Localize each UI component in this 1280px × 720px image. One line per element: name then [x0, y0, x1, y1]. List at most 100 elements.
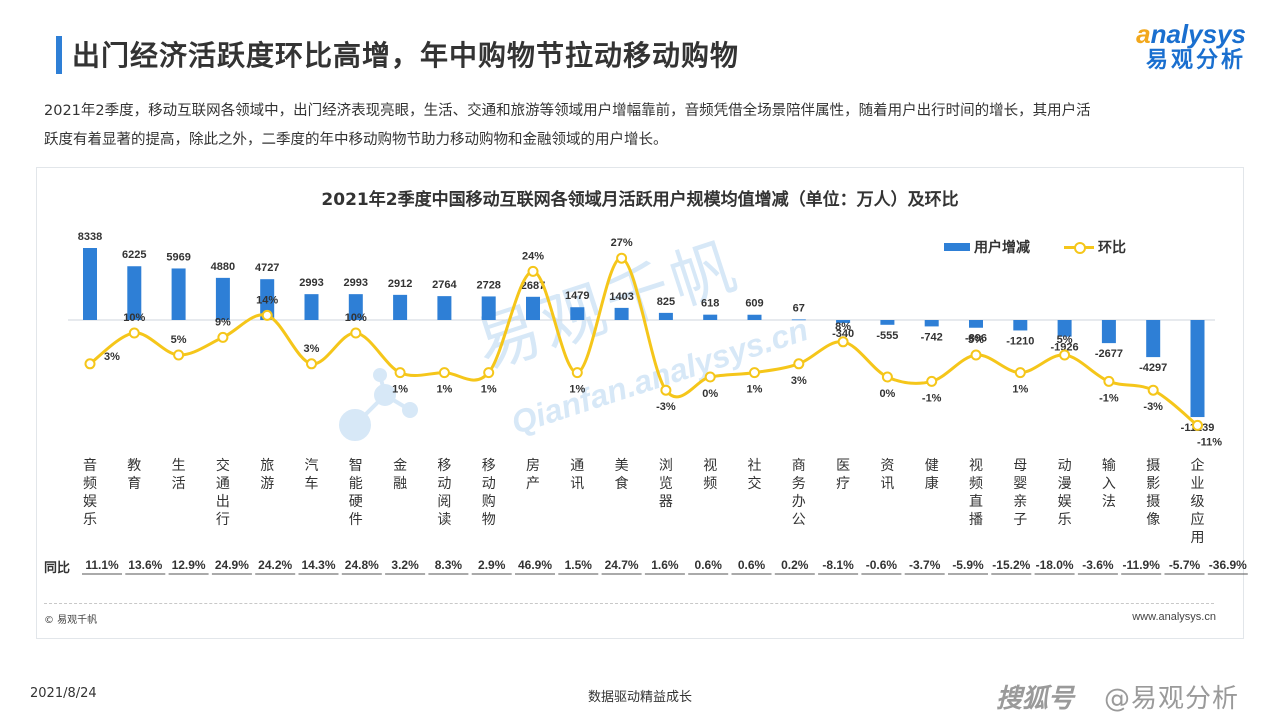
bar-7	[393, 294, 408, 320]
line-value-label-14: 0%	[702, 388, 718, 400]
category-label-19: 健康	[925, 458, 939, 492]
bar-1	[127, 266, 142, 320]
yoy-value-15: 0.6%	[738, 558, 766, 572]
bar-13	[658, 312, 673, 320]
line-point-3	[217, 331, 229, 343]
category-label-18: 资讯	[880, 458, 894, 492]
title-accent-bar	[56, 36, 62, 74]
yoy-value-25: -5.7%	[1169, 558, 1201, 572]
category-label-13: 浏览器	[659, 458, 673, 510]
yoy-value-2: 12.9%	[172, 558, 206, 572]
category-label-25: 企业级应用	[1191, 457, 1205, 546]
bar-value-label-9: 2728	[476, 279, 500, 291]
bar-value-label-0: 8338	[78, 231, 102, 243]
bar-value-label-11: 1479	[565, 290, 589, 302]
yoy-value-1: 13.6%	[128, 558, 162, 572]
line-value-label-4: 14%	[256, 294, 278, 306]
source-note: © 易观千帆	[44, 615, 98, 626]
line-value-label-18: 0%	[879, 388, 895, 400]
bar-value-label-24: -4297	[1139, 362, 1167, 374]
bar-value-label-14: 618	[701, 298, 719, 310]
category-label-15: 社交	[748, 458, 762, 492]
yoy-row-label: 同比	[44, 561, 71, 576]
category-label-4: 旅游	[260, 458, 274, 492]
bar-value-label-6: 2993	[344, 277, 368, 289]
line-point-2	[173, 349, 185, 361]
line-point-21	[1014, 367, 1026, 379]
category-label-12: 美食	[615, 458, 629, 492]
category-label-14: 视频	[703, 458, 717, 492]
legend-bar-swatch	[944, 243, 970, 251]
line-value-label-5: 3%	[304, 343, 320, 355]
line-value-label-3: 9%	[215, 316, 231, 328]
bar-17	[836, 320, 851, 323]
yoy-value-9: 2.9%	[478, 558, 506, 572]
chart-legend: 用户增减 环比	[944, 237, 1126, 257]
bar-value-label-4: 4727	[255, 262, 279, 274]
line-value-label-13: -3%	[656, 401, 676, 413]
line-point-25	[1192, 419, 1203, 431]
report-date: 2021/8/24	[30, 686, 97, 701]
line-point-4	[261, 309, 273, 321]
bar-value-label-19: -742	[921, 331, 943, 343]
yoy-value-13: 1.6%	[651, 558, 679, 572]
bar-16	[791, 319, 806, 321]
yoy-value-22: -18.0%	[1036, 558, 1074, 572]
yoy-value-4: 24.2%	[258, 558, 292, 572]
category-label-23: 输入法	[1102, 458, 1116, 510]
bar-23	[1101, 320, 1116, 344]
logo-en-prefix: a	[1136, 19, 1151, 49]
category-label-21: 母婴亲子	[1013, 458, 1027, 528]
line-point-6	[350, 327, 362, 339]
line-point-10	[527, 265, 539, 277]
line-value-label-10: 24%	[522, 250, 544, 262]
category-label-0: 音频娱乐	[83, 457, 97, 528]
line-value-label-25: -11%	[1197, 436, 1222, 448]
line-point-12	[616, 252, 628, 264]
bar-6	[348, 294, 363, 320]
line-value-label-15: 1%	[747, 384, 763, 396]
bar-3	[215, 277, 230, 320]
yoy-value-17: -8.1%	[822, 558, 854, 572]
line-value-label-17: 8%	[835, 321, 851, 333]
category-label-24: 摄影摄像	[1146, 458, 1160, 528]
category-label-17: 医疗	[836, 458, 850, 492]
line-value-label-8: 1%	[436, 384, 452, 396]
line-value-label-19: -1%	[922, 392, 942, 404]
bar-value-label-3: 4880	[211, 261, 235, 273]
category-label-20: 视频直播	[969, 458, 983, 528]
bar-12	[614, 307, 629, 320]
line-value-label-7: 1%	[392, 384, 408, 396]
yoy-value-5: 14.3%	[301, 558, 335, 572]
footer-divider	[44, 603, 1214, 604]
category-label-5: 汽车	[305, 458, 319, 492]
bar-15	[747, 314, 762, 320]
category-label-7: 金融	[393, 458, 407, 492]
category-label-22: 动漫娱乐	[1058, 458, 1072, 528]
yoy-value-16: 0.2%	[781, 558, 809, 572]
yoy-value-12: 24.7%	[605, 558, 639, 572]
bar-9	[481, 296, 496, 320]
bar-20	[969, 320, 983, 328]
line-point-22	[1059, 349, 1071, 361]
page-title: 出门经济活跃度环比高增，年中购物节拉动移动购物	[72, 39, 740, 72]
bar-18	[880, 320, 895, 325]
yoy-value-21: -15.2%	[992, 558, 1030, 572]
analysys-logo: analysys 易观分析	[1136, 20, 1246, 74]
line-point-24	[1147, 384, 1159, 396]
yoy-value-11: 1.5%	[565, 558, 593, 572]
bar-value-label-10: 2687	[521, 280, 545, 292]
yoy-value-20: -5.9%	[952, 558, 984, 572]
line-point-8	[438, 367, 450, 379]
chart-panel	[36, 167, 1244, 639]
yoy-value-26: -36.9%	[1209, 558, 1247, 572]
category-label-6: 智能硬件	[349, 458, 363, 528]
bar-value-label-5: 2993	[299, 277, 323, 289]
line-point-0	[84, 358, 96, 370]
line-value-label-6: 10%	[345, 312, 367, 324]
bar-21	[1013, 320, 1028, 331]
category-label-3: 交通出行	[216, 457, 230, 528]
intro-line-2: 跃度有着显著的提高，除此之外，二季度的年中移动购物节助力移动购物和金融领域的用户…	[44, 132, 668, 148]
line-value-label-11: 1%	[569, 384, 585, 396]
